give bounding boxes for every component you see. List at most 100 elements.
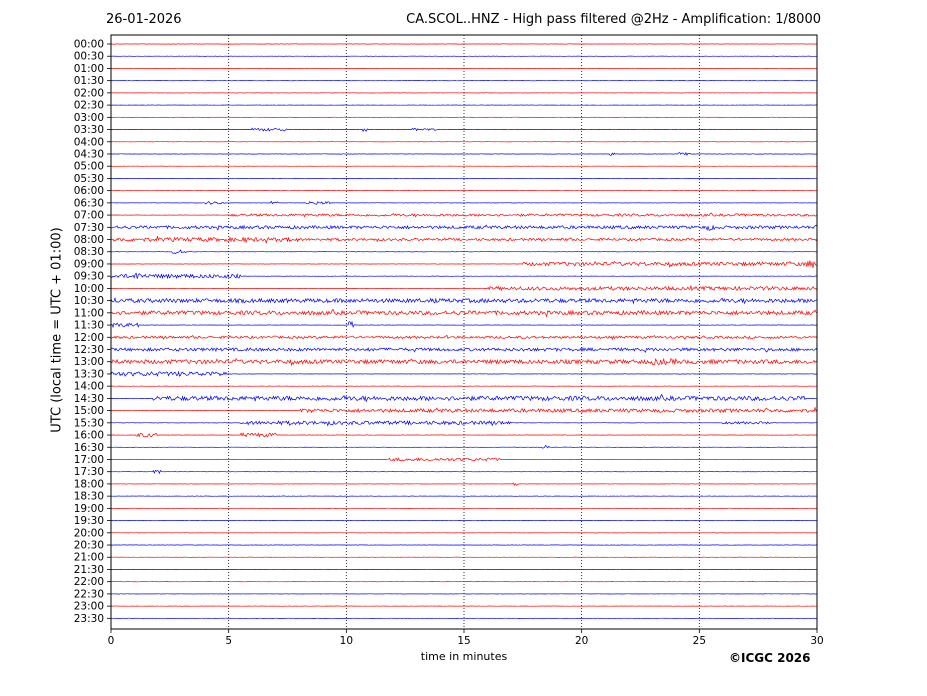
y-tick-label: 09:30: [74, 271, 104, 283]
y-tick-label: 18:00: [74, 478, 104, 490]
trace-row-1300: [110, 357, 818, 367]
x-tick-label: 20: [575, 635, 588, 647]
trace-row-0230: [110, 104, 817, 106]
trace-row-1130: [110, 320, 817, 329]
y-tick-label: 14:00: [74, 381, 104, 393]
y-tick-label: 16:00: [74, 430, 104, 442]
y-tick-label: 05:30: [74, 173, 104, 185]
y-tick-label: 07:30: [74, 222, 104, 234]
y-tick-label: 04:30: [74, 148, 104, 160]
trace-row-2000: [111, 532, 818, 534]
trace-row-0100: [110, 67, 818, 70]
trace-row-0730: [110, 224, 818, 231]
y-tick-label: 16:30: [74, 442, 104, 454]
trace-row-0600: [111, 190, 818, 192]
trace-row-1600: [110, 432, 818, 438]
x-axis-label: time in minutes: [420, 650, 508, 663]
y-tick-label: 13:30: [74, 368, 104, 380]
trace-row-2100: [110, 556, 818, 558]
y-tick-label: 23:30: [74, 613, 104, 625]
trace-row-2300: [110, 605, 817, 607]
trace-row-0400: [110, 141, 818, 143]
trace-row-1200: [110, 334, 818, 341]
y-tick-label: 02:30: [74, 100, 104, 112]
y-tick-label: 06:30: [74, 197, 104, 209]
y-tick-label: 14:30: [74, 393, 104, 405]
x-tick-label: 30: [810, 635, 823, 647]
trace-row-0700: [110, 212, 818, 218]
y-tick-label: 23:00: [74, 601, 104, 613]
trace-row-2200: [110, 581, 817, 583]
trace-row-1700: [110, 457, 818, 462]
trace-row-0530: [110, 177, 817, 180]
y-tick-label: 21:30: [74, 564, 104, 576]
y-tick-label: 12:30: [74, 344, 104, 356]
y-tick-label: 06:00: [74, 185, 104, 197]
y-tick-label: 09:00: [74, 258, 104, 270]
trace-row-2230: [111, 593, 818, 595]
chart-title: CA.SCOL..HNZ - High pass filtered @2Hz -…: [406, 12, 821, 27]
trace-row-0430: [110, 151, 817, 157]
trace-row-0330: [110, 127, 818, 133]
copyright-text: ©ICGC 2026: [729, 651, 811, 665]
trace-row-2330: [111, 617, 818, 619]
y-tick-label: 04:00: [74, 136, 104, 148]
y-tick-label: 02:00: [74, 87, 104, 99]
trace-row-1030: [110, 296, 818, 305]
trace-row-1500: [111, 406, 818, 414]
y-tick-label: 01:00: [74, 63, 104, 75]
y-tick-label: 21:00: [74, 552, 104, 564]
y-tick-label: 17:00: [74, 454, 104, 466]
x-tick-label: 10: [340, 635, 353, 647]
y-tick-label: 10:00: [74, 283, 104, 295]
y-tick-label: 05:00: [74, 161, 104, 173]
trace-row-1430: [110, 393, 818, 403]
y-tick-label: 22:00: [74, 576, 104, 588]
trace-row-1530: [111, 419, 817, 427]
y-tick-label: 10:30: [74, 295, 104, 307]
y-tick-label: 03:00: [74, 112, 104, 124]
y-tick-label: 22:30: [74, 588, 104, 600]
x-tick-label: 5: [225, 635, 232, 647]
y-tick-label: 19:30: [74, 515, 104, 527]
y-tick-label: 13:00: [74, 356, 104, 368]
y-tick-label: 00:00: [74, 39, 104, 51]
y-tick-label: 20:30: [74, 540, 104, 552]
trace-row-1900: [110, 507, 818, 509]
y-tick-label: 15:00: [74, 405, 104, 417]
trace-row-2030: [110, 544, 817, 546]
x-tick-label: 25: [693, 635, 706, 647]
trace-row-0800: [110, 236, 818, 245]
y-tick-label: 01:30: [74, 75, 104, 87]
x-tick-label: 15: [457, 635, 470, 647]
trace-row-1230: [110, 346, 818, 353]
trace-row-1330: [110, 370, 818, 377]
trace-row-1730: [111, 469, 818, 475]
trace-row-0900: [111, 260, 818, 269]
x-tick-label: 0: [108, 635, 115, 647]
y-tick-label: 18:30: [74, 491, 104, 503]
y-tick-label: 00:30: [74, 51, 104, 63]
y-tick-label: 19:00: [74, 503, 104, 515]
y-tick-label: 20:00: [74, 527, 104, 539]
y-tick-label: 12:00: [74, 332, 104, 344]
y-tick-label: 08:30: [74, 246, 104, 258]
trace-row-1630: [111, 444, 818, 449]
trace-row-0830: [110, 249, 818, 255]
y-tick-label: 03:30: [74, 124, 104, 136]
y-tick-label: 07:00: [74, 210, 104, 222]
y-tick-label: 15:30: [74, 417, 104, 429]
trace-row-0930: [110, 272, 817, 280]
trace-row-0130: [110, 80, 818, 82]
trace-row-0500: [110, 165, 818, 167]
trace-row-0630: [110, 200, 817, 205]
y-tick-label: 08:00: [74, 234, 104, 246]
trace-row-0000: [110, 43, 818, 45]
header-date: 26-01-2026: [106, 12, 182, 27]
trace-row-1800: [110, 482, 817, 486]
trace-row-1000: [111, 285, 818, 292]
y-tick-label: 17:30: [74, 466, 104, 478]
y-tick-label: 11:00: [74, 307, 104, 319]
trace-row-1830: [110, 495, 818, 497]
